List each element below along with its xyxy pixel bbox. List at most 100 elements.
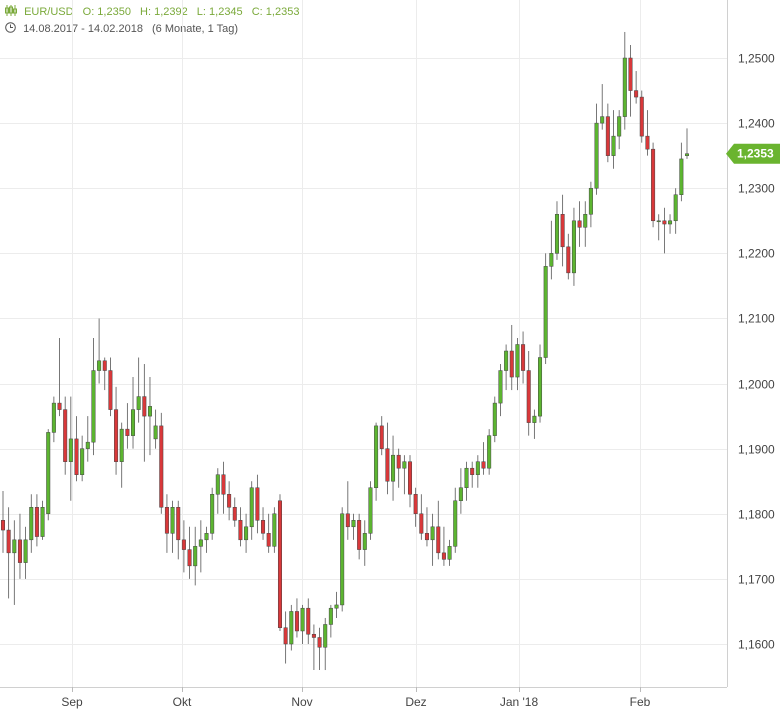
candle-body <box>91 370 96 443</box>
candle-body <box>634 90 639 98</box>
symbol-label: EUR/USD <box>24 6 74 18</box>
candle-body <box>238 520 243 541</box>
y-tick-label: 1,1700 <box>738 573 775 587</box>
candle-body <box>125 428 130 436</box>
candle-body <box>368 487 373 534</box>
candle-body <box>424 533 429 541</box>
candle-body <box>453 500 458 547</box>
chart-range-info: 14.08.2017 - 14.02.2018 (6 Monate, 1 Tag… <box>5 22 244 35</box>
candle-body <box>481 461 486 469</box>
candle-body <box>345 513 350 528</box>
candle-body <box>396 454 401 469</box>
candle-body <box>0 520 6 531</box>
candle-body <box>594 122 599 189</box>
candle-body <box>600 116 605 124</box>
candle-body <box>588 187 593 215</box>
candle-body <box>436 526 441 554</box>
candle-body <box>187 549 192 567</box>
candle-body <box>673 194 678 222</box>
close-value: C: 1,2353 <box>251 6 300 18</box>
candle-body <box>328 607 333 625</box>
candle-body <box>102 360 107 371</box>
candle-body <box>441 552 446 560</box>
high-value: H: 1,2392 <box>140 6 188 18</box>
candle-body <box>611 135 616 156</box>
candle-body <box>249 487 254 528</box>
candle-body <box>244 526 249 541</box>
candle-body <box>447 546 452 560</box>
candle-body <box>85 441 90 449</box>
candle-body <box>464 467 469 488</box>
candle-body <box>391 454 396 482</box>
candle-body <box>176 507 181 541</box>
y-tick-label: 1,2000 <box>738 378 775 392</box>
y-axis: 1,1600 1,1700 1,1800 1,1900 1,2000 1,2100 1,22… <box>0 0 775 688</box>
candle-body <box>543 266 548 358</box>
candle-body <box>68 438 73 462</box>
candle-body <box>119 428 124 462</box>
candle-body <box>560 214 565 248</box>
candle-body <box>334 604 339 609</box>
candle-body <box>159 425 164 508</box>
candle-body <box>63 409 68 462</box>
y-tick-label: 1,1600 <box>738 638 775 652</box>
candle-body <box>487 435 492 469</box>
candle-body <box>131 409 136 436</box>
candle-body <box>662 220 667 225</box>
candle-body <box>277 500 282 628</box>
candle-body <box>198 539 203 547</box>
candle-body <box>538 357 543 417</box>
candle-body <box>142 396 147 417</box>
chart-grid <box>0 0 727 687</box>
candle-body <box>311 633 316 638</box>
candle-body <box>193 546 198 567</box>
candle-body <box>232 507 237 521</box>
candle-body <box>492 402 497 436</box>
candle-body <box>12 539 17 554</box>
candle-body <box>57 402 62 410</box>
candle-body <box>266 533 271 547</box>
candle-body <box>23 539 28 563</box>
candle-body <box>221 474 226 495</box>
x-tick-label: Feb <box>630 695 651 709</box>
candle-body <box>639 96 644 137</box>
candle-body <box>164 507 169 534</box>
last-price-marker: 1,2353 <box>726 143 780 164</box>
candle-body <box>470 467 475 475</box>
candle-body <box>136 396 141 410</box>
candle-body <box>51 402 56 433</box>
candle-body <box>374 425 379 488</box>
y-tick-label: 1,2200 <box>738 247 775 261</box>
candle-body <box>317 637 322 648</box>
x-tick-label: Sep <box>61 695 83 709</box>
candle-body <box>498 370 503 404</box>
candle-body <box>679 158 684 195</box>
candle-body <box>340 513 345 606</box>
x-tick-label: Okt <box>173 695 192 709</box>
candle-body <box>504 350 509 371</box>
candles <box>0 31 690 671</box>
candle-body <box>413 493 418 515</box>
candle-body <box>29 507 34 541</box>
last-price-label: 1,2353 <box>737 147 774 161</box>
y-tick-label: 1,2400 <box>738 117 775 131</box>
x-axis: Sep Okt Nov Dez Jan '18 Feb <box>61 687 651 709</box>
candle-body <box>181 539 186 550</box>
candle-body <box>255 487 260 521</box>
candle-body <box>554 214 559 254</box>
candle-body <box>215 474 220 495</box>
candle-body <box>475 461 480 475</box>
candle-body <box>566 246 571 274</box>
y-tick-label: 1,1900 <box>738 443 775 457</box>
candle-body <box>300 607 305 632</box>
candle-body <box>628 57 633 91</box>
candle-body <box>617 116 622 137</box>
candle-body <box>605 116 610 156</box>
candle-body <box>408 461 413 495</box>
candle-body <box>283 627 288 645</box>
candle-body <box>108 370 113 410</box>
candle-body <box>656 220 661 223</box>
candle-body <box>668 220 673 225</box>
candle-body <box>323 624 328 648</box>
